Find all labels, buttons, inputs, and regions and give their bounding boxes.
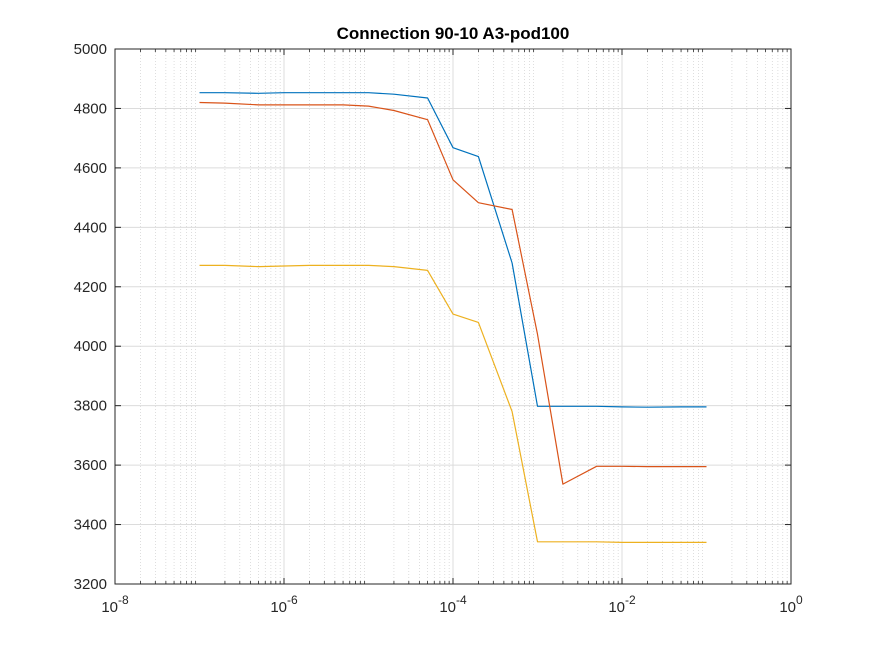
x-tick-label: 10-8 xyxy=(101,593,129,616)
y-tick-label: 3800 xyxy=(74,398,107,415)
y-tick-label: 3400 xyxy=(74,517,107,534)
y-tick-label: 5000 xyxy=(74,41,107,58)
series-line-3 xyxy=(199,264,707,544)
tick-marks xyxy=(114,48,792,585)
y-tick-label: 4200 xyxy=(74,279,107,296)
x-tick-label: 10-2 xyxy=(608,593,636,616)
y-tick-label: 3600 xyxy=(74,457,107,474)
y-tick-labels: 3200 3400 3600 3800 4000 4200 4400 4600 4800 5000 xyxy=(74,41,107,593)
y-tick-label: 4800 xyxy=(74,100,107,117)
series-line-1 xyxy=(199,92,707,408)
y-tick-label: 4000 xyxy=(74,338,107,355)
x-tick-label: 100 xyxy=(779,593,803,616)
x-tick-label: 10-6 xyxy=(270,593,298,616)
x-tick-labels: 10-8 10-6 10-4 10-2 100 xyxy=(101,593,803,616)
y-tick-label: 4400 xyxy=(74,219,107,236)
series-layer xyxy=(199,92,707,544)
series-line-2 xyxy=(199,101,707,485)
minor-grid xyxy=(140,49,788,584)
y-tick-label: 4600 xyxy=(74,160,107,177)
major-grid xyxy=(115,49,791,584)
x-tick-label: 10-4 xyxy=(439,593,467,616)
y-tick-label: 3200 xyxy=(74,576,107,593)
chart-title: Connection 90-10 A3-pod100 xyxy=(337,24,570,43)
